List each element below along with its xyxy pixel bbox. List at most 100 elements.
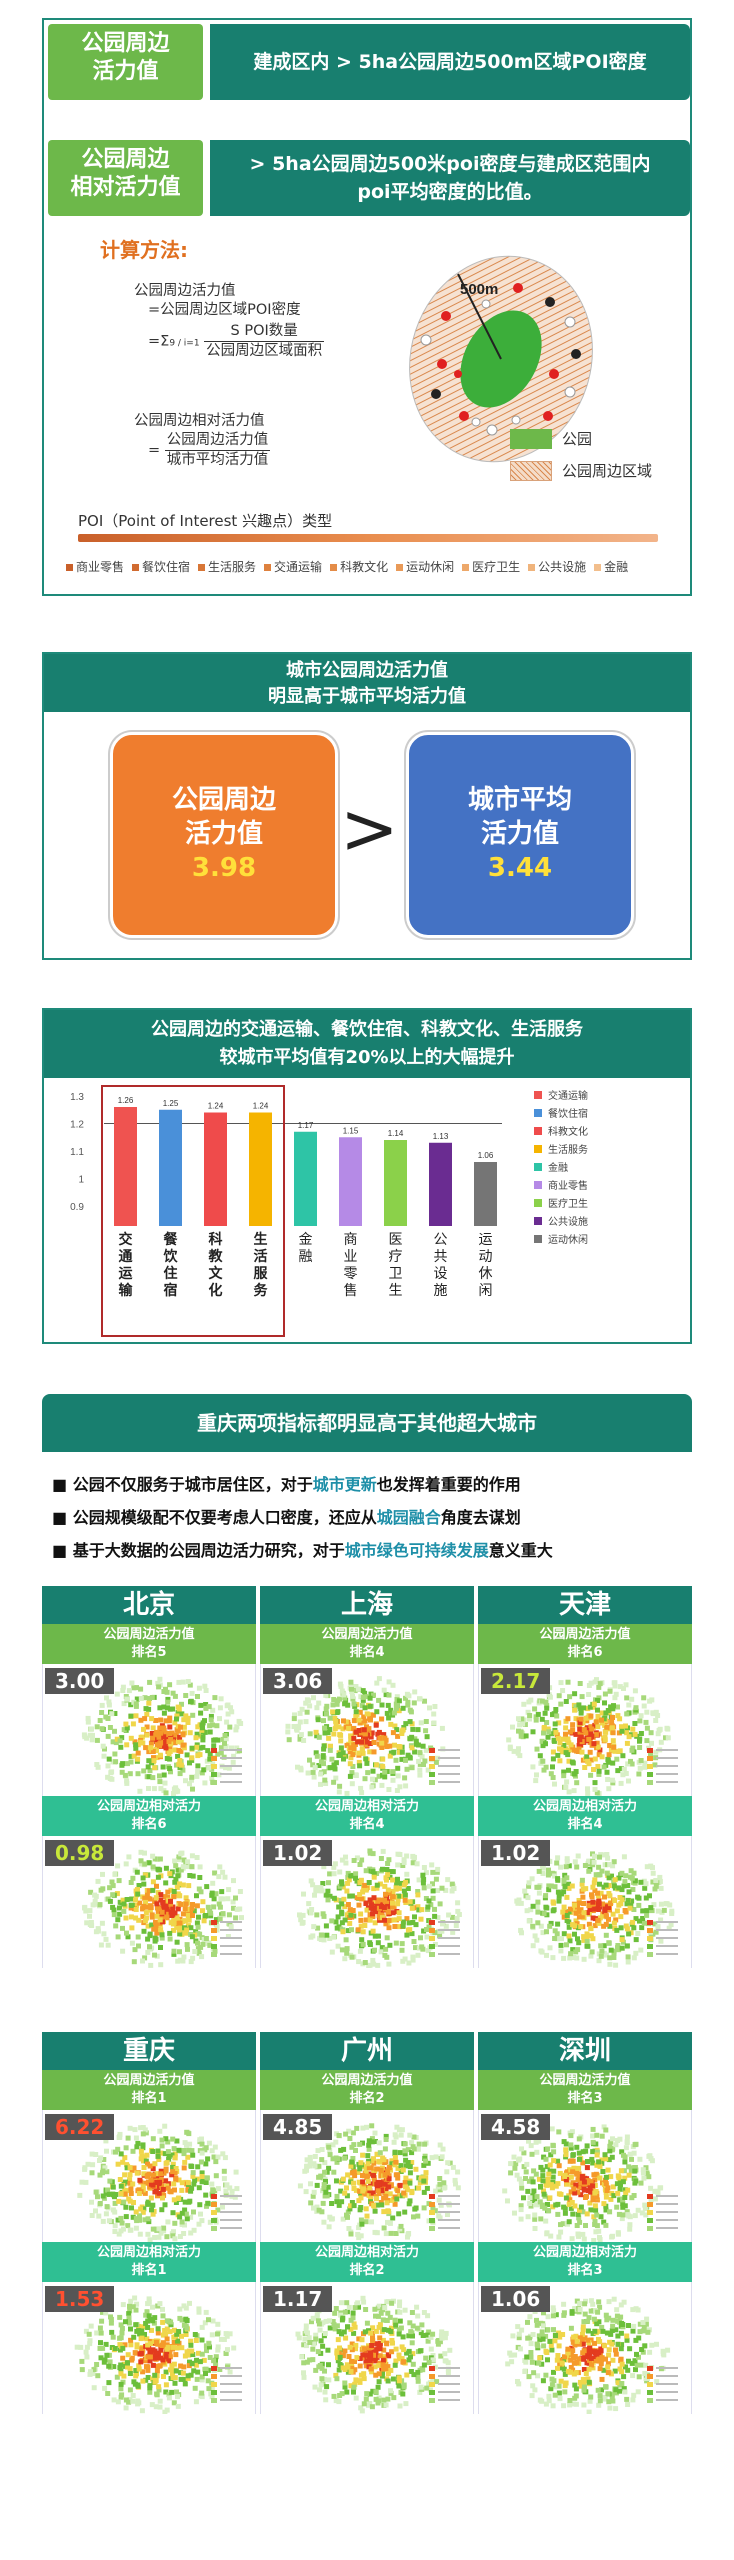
heat-cell xyxy=(581,1727,587,1733)
heat-cell xyxy=(406,2333,412,2339)
heat-cell xyxy=(611,1703,616,1709)
heat-cell xyxy=(155,2148,161,2154)
heat-cell xyxy=(599,2160,605,2166)
heat-cell xyxy=(373,1909,378,1915)
heat-cell xyxy=(179,2180,185,2186)
heat-cell xyxy=(157,2179,162,2185)
heat-cell xyxy=(609,1725,615,1731)
heat-cell xyxy=(135,1771,141,1777)
heat-cell xyxy=(143,1910,149,1916)
heat-cell xyxy=(348,1912,354,1918)
heat-cell xyxy=(574,2223,580,2228)
heat-cell xyxy=(172,1879,178,1885)
heat-cell xyxy=(394,1694,400,1700)
vitality-map: 4.58 xyxy=(478,2110,692,2242)
heat-cell xyxy=(563,2195,569,2201)
heat-cell xyxy=(397,2318,403,2324)
heat-cell xyxy=(155,2355,161,2361)
heatmap-graphic xyxy=(285,1676,460,1796)
heat-cell xyxy=(206,2140,212,2146)
heat-cell xyxy=(175,1906,181,1912)
map-legend-swatch xyxy=(647,2194,653,2199)
heat-cell xyxy=(565,1679,571,1685)
heat-cell xyxy=(185,1720,191,1725)
heat-cell xyxy=(542,1710,548,1716)
heat-cell xyxy=(587,2185,593,2191)
heat-cell xyxy=(415,2378,421,2384)
heat-cell xyxy=(632,2213,638,2219)
heat-cell xyxy=(599,1710,605,1716)
heat-cell xyxy=(369,2139,375,2145)
heat-cell xyxy=(374,2354,380,2360)
heat-cell xyxy=(175,1857,181,1863)
heat-cell xyxy=(183,1895,189,1901)
heat-cell xyxy=(107,1898,113,1904)
heat-cell xyxy=(367,1703,373,1709)
heat-cell xyxy=(99,1710,105,1715)
heat-cell xyxy=(640,1916,646,1921)
heat-cell xyxy=(147,1745,153,1751)
heat-cell xyxy=(118,1744,124,1750)
heat-cell xyxy=(574,1864,580,1870)
heat-cell xyxy=(175,2403,181,2409)
heat-cell xyxy=(161,1725,167,1731)
heat-cell xyxy=(396,2375,402,2381)
heat-cell xyxy=(614,2181,620,2187)
heat-cell xyxy=(182,1906,188,1912)
heat-cell xyxy=(200,1734,206,1740)
heat-cell xyxy=(407,1719,413,1725)
heat-cell xyxy=(152,1856,158,1862)
heat-cell xyxy=(134,1869,140,1875)
heat-cell xyxy=(119,1769,125,1775)
heat-cell xyxy=(446,1912,452,1918)
heat-cell xyxy=(121,1908,127,1914)
heat-cell xyxy=(321,1769,327,1775)
heat-cell xyxy=(566,1767,571,1773)
heat-cell xyxy=(201,1918,207,1924)
heat-cell xyxy=(427,2387,433,2393)
heat-cell xyxy=(89,2151,95,2157)
heat-cell xyxy=(603,2156,609,2162)
heat-cell xyxy=(347,1907,353,1913)
heat-cell xyxy=(400,1727,406,1733)
map-legend-swatch xyxy=(211,2218,217,2223)
heat-cell xyxy=(421,2189,427,2195)
heat-cell xyxy=(371,1740,377,1745)
map-legend-swatch xyxy=(211,2366,217,2371)
heat-cell xyxy=(344,2300,350,2306)
heat-cell xyxy=(602,1909,608,1915)
heat-cell xyxy=(166,1718,172,1724)
heat-cell xyxy=(130,1875,136,1881)
heat-cell xyxy=(189,1690,195,1696)
heat-cell xyxy=(407,1899,413,1905)
heat-cell xyxy=(411,2214,416,2220)
heat-cell xyxy=(115,1863,121,1869)
map-legend-line xyxy=(220,1781,242,1783)
heat-cell xyxy=(386,1692,392,1698)
heat-cell xyxy=(357,1948,363,1954)
heat-cell xyxy=(187,2359,192,2365)
heat-cell xyxy=(166,1739,172,1745)
heat-cell xyxy=(338,2312,344,2318)
heat-cell xyxy=(339,1911,345,1917)
heat-cell xyxy=(588,2207,594,2213)
vitality-header: 公园周边活力值 排名1 xyxy=(42,2070,256,2110)
heat-cell xyxy=(117,2177,123,2182)
heat-cell xyxy=(368,1712,374,1718)
heat-cell xyxy=(304,2343,309,2349)
heat-cell xyxy=(121,1701,127,1707)
heat-cell xyxy=(171,1951,177,1957)
heat-cell xyxy=(117,1905,122,1911)
map-legend-line xyxy=(438,1953,460,1955)
heat-cell xyxy=(356,1750,362,1756)
heat-cell xyxy=(124,1696,130,1702)
heat-cell xyxy=(352,1688,358,1694)
heat-cell xyxy=(612,1877,618,1883)
heat-cell xyxy=(384,1900,390,1906)
heat-cell xyxy=(368,2366,374,2372)
heat-cell xyxy=(179,2187,185,2193)
heat-cell xyxy=(632,1731,638,1737)
relative-vitality-score: 1.02 xyxy=(263,1840,333,1866)
heat-cell xyxy=(616,1947,622,1953)
heat-cell xyxy=(354,1895,360,1901)
